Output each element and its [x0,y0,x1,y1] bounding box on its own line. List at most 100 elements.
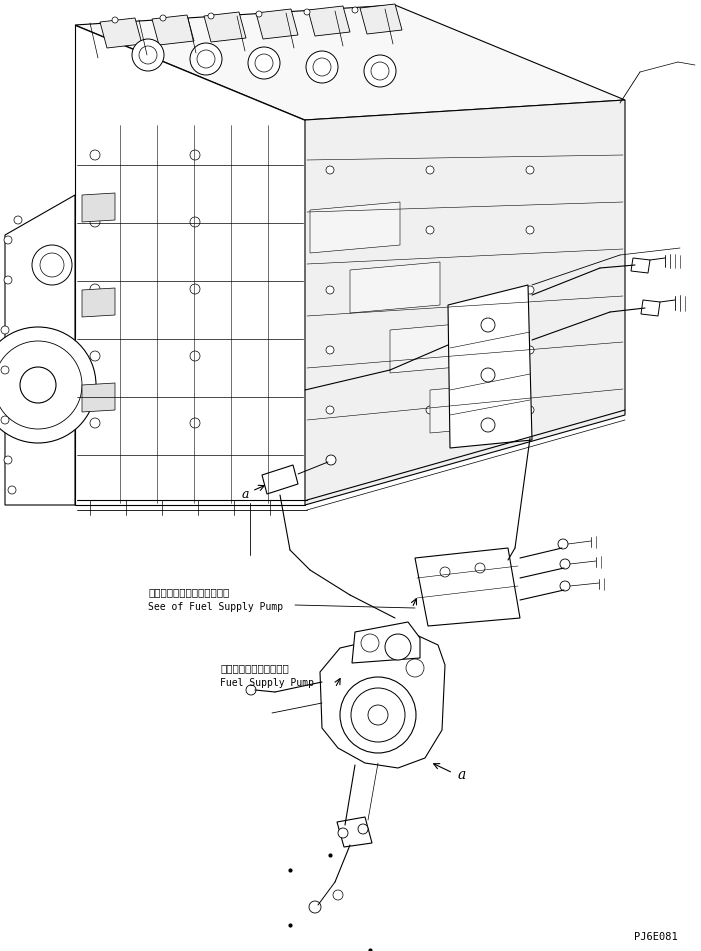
Text: See of Fuel Supply Pump: See of Fuel Supply Pump [148,602,283,612]
Circle shape [160,15,166,21]
Circle shape [255,54,273,72]
Polygon shape [448,285,532,448]
Circle shape [1,416,9,424]
Polygon shape [310,202,400,253]
Polygon shape [75,25,305,505]
Circle shape [4,236,12,244]
Circle shape [0,327,96,443]
Circle shape [14,216,22,224]
Text: Fuel Supply Pump: Fuel Supply Pump [220,678,314,688]
Circle shape [526,346,534,354]
Circle shape [526,406,534,414]
Circle shape [1,326,9,334]
Circle shape [526,286,534,294]
Polygon shape [320,632,445,768]
Circle shape [309,901,321,913]
Circle shape [440,567,450,577]
Polygon shape [390,322,480,373]
Circle shape [1,366,9,374]
Polygon shape [360,4,402,34]
Circle shape [426,406,434,414]
Circle shape [190,351,200,361]
Polygon shape [337,817,372,847]
Circle shape [338,828,348,838]
Circle shape [190,418,200,428]
Polygon shape [82,193,115,222]
Circle shape [326,346,334,354]
Polygon shape [256,9,298,39]
Polygon shape [5,195,75,505]
Circle shape [406,659,424,677]
Circle shape [304,9,310,15]
Circle shape [326,455,336,465]
Polygon shape [100,18,142,48]
Circle shape [190,217,200,227]
Circle shape [256,11,262,17]
Circle shape [371,62,389,80]
Polygon shape [430,382,520,433]
Polygon shape [308,6,350,36]
Polygon shape [305,100,625,505]
Polygon shape [82,383,115,412]
Circle shape [364,55,396,87]
Circle shape [190,150,200,160]
Text: フェエルサプライポンプ: フェエルサプライポンプ [220,663,289,673]
Text: PJ6E081: PJ6E081 [634,932,678,942]
Circle shape [481,368,495,382]
Circle shape [190,284,200,294]
Circle shape [90,217,100,227]
Polygon shape [352,622,420,663]
Polygon shape [262,465,298,494]
Polygon shape [641,300,660,316]
Polygon shape [350,262,440,313]
Circle shape [90,284,100,294]
Circle shape [190,43,222,75]
Circle shape [112,17,118,23]
Circle shape [340,677,416,753]
Circle shape [385,634,411,660]
Polygon shape [415,548,520,626]
Circle shape [368,705,388,725]
Circle shape [90,150,100,160]
Circle shape [326,406,334,414]
Text: a: a [458,768,466,782]
Circle shape [90,351,100,361]
Circle shape [526,226,534,234]
Circle shape [481,318,495,332]
Polygon shape [75,5,625,120]
Circle shape [326,226,334,234]
Polygon shape [82,288,115,317]
Circle shape [333,890,343,900]
Circle shape [248,47,280,79]
Circle shape [32,245,72,285]
Circle shape [4,276,12,284]
Circle shape [8,486,16,494]
Polygon shape [152,15,194,45]
Circle shape [352,7,358,13]
Circle shape [90,418,100,428]
Text: a: a [241,488,249,500]
Circle shape [426,226,434,234]
Circle shape [481,418,495,432]
Circle shape [313,58,331,76]
Polygon shape [631,258,650,273]
Circle shape [306,51,338,83]
Circle shape [426,286,434,294]
Circle shape [326,286,334,294]
Circle shape [526,166,534,174]
Circle shape [560,581,570,591]
Circle shape [20,367,56,403]
Polygon shape [204,12,246,42]
Circle shape [246,685,256,695]
Circle shape [426,346,434,354]
Circle shape [351,688,405,742]
Circle shape [0,341,82,429]
Circle shape [426,166,434,174]
Circle shape [560,559,570,569]
Circle shape [208,13,214,19]
Circle shape [132,39,164,71]
Circle shape [361,634,379,652]
Circle shape [326,166,334,174]
Circle shape [4,456,12,464]
Text: フェエルサプライポンプ参照: フェエルサプライポンプ参照 [148,587,229,597]
